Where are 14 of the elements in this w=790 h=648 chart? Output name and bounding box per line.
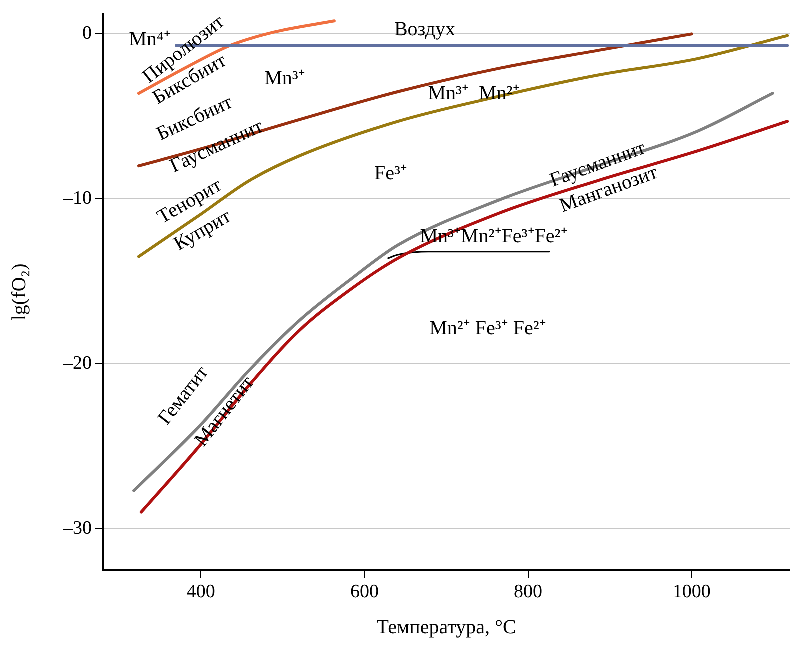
annotation: Fe³⁺ xyxy=(374,162,408,184)
annotation: Mn³⁺ xyxy=(264,67,306,90)
annotation: Воздух xyxy=(394,18,456,40)
y-tick-label: –10 xyxy=(62,188,92,210)
y-tick-label: –20 xyxy=(62,352,92,374)
x-tick-label: 600 xyxy=(350,581,379,602)
x-axis-title: Температура, °C xyxy=(376,616,516,638)
y-tick-label: 0 xyxy=(82,23,92,44)
annotation: Mn²⁺ Fe³⁺ Fe²⁺ xyxy=(430,317,546,340)
y-axis-title: lg(fO₂) xyxy=(8,264,30,321)
x-tick-label: 1000 xyxy=(672,581,711,602)
x-tick-label: 800 xyxy=(514,581,543,602)
y-tick-label: –30 xyxy=(62,518,92,539)
x-tick-label: 400 xyxy=(186,581,216,602)
